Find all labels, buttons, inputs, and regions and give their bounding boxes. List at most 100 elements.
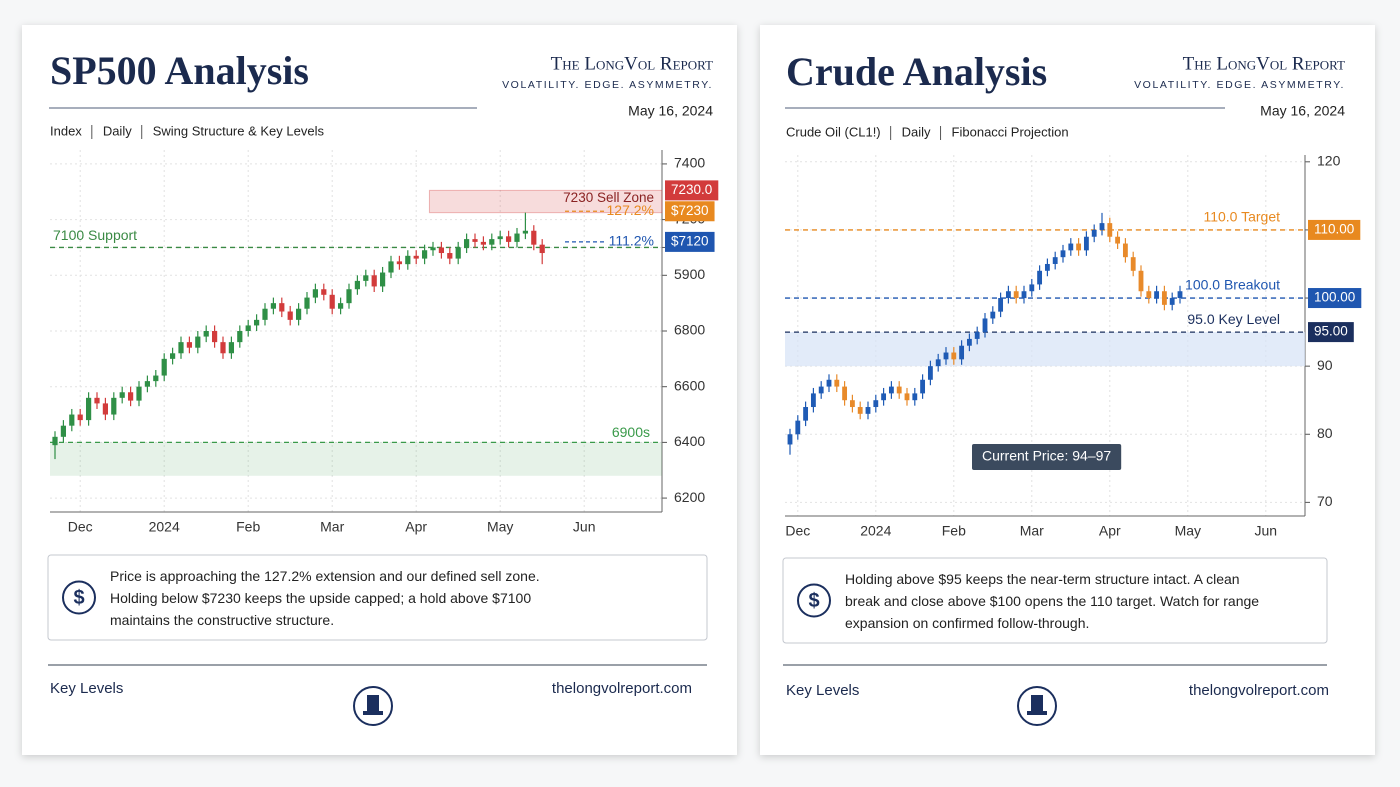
candle-body (1130, 257, 1136, 271)
note-box (782, 557, 1328, 644)
subtitle-part: Crude Oil (CL1!) (786, 124, 881, 139)
candle-body (849, 400, 855, 408)
candle-body (1154, 291, 1160, 299)
candle-body (405, 255, 411, 265)
candle-body (480, 241, 487, 245)
candle-body (1005, 291, 1011, 299)
candle-body (262, 308, 268, 320)
support-zone-label: 6900s (612, 424, 650, 440)
candle-body (119, 392, 125, 398)
candle-body (514, 233, 520, 242)
candle-body (998, 298, 1004, 312)
current-price-box (972, 444, 1122, 470)
price-tag-label: 100.00 (1314, 290, 1355, 305)
candle-body (1099, 223, 1105, 230)
note-icon-glyph: $ (73, 587, 84, 609)
fib-label: 111.2% (609, 233, 654, 249)
title: Crude Analysis (786, 49, 1047, 94)
x-tick-label: Apr (405, 519, 427, 535)
candle-body (304, 297, 310, 309)
price-tag-label: 110.00 (1314, 221, 1354, 236)
candle-body (463, 239, 470, 248)
candle-body (857, 407, 863, 414)
candle-body (245, 325, 251, 331)
candle-body (186, 342, 193, 348)
candle-body (826, 379, 832, 387)
price-tag (1308, 322, 1354, 343)
candle-body (111, 397, 117, 415)
candle-body (943, 352, 949, 360)
x-tick-label: May (487, 519, 513, 535)
candle-body (472, 239, 478, 242)
candle-body (888, 386, 894, 394)
sell-zone (428, 189, 663, 214)
candle-body (904, 393, 910, 401)
candle-body (787, 434, 793, 445)
candle-body (413, 255, 419, 259)
candle-body (195, 336, 201, 348)
price-tag-label: $7230 (671, 203, 709, 218)
candle-body (60, 425, 67, 437)
candle-body (927, 366, 933, 380)
support-zone (50, 442, 662, 476)
tagline: VOLATILITY. EDGE. ASYMMETRY. (1134, 79, 1345, 91)
candle-body (1076, 243, 1082, 251)
candle-body (803, 407, 809, 421)
candle-body (865, 407, 871, 414)
y-tick-label: 6600 (674, 377, 705, 393)
note-icon-glyph: $ (808, 590, 819, 612)
y-tick-label: 80 (1317, 425, 1333, 441)
candle-body (69, 414, 75, 426)
candle-body (1013, 291, 1019, 299)
y-tick-label: 120 (1317, 153, 1341, 169)
price-tag (665, 180, 719, 201)
candle-body (873, 400, 879, 408)
footer-right: thelongvolreport.com (1189, 682, 1329, 699)
candle-body (818, 386, 824, 394)
candle-body (959, 345, 965, 360)
brand: The LongVol Report (1183, 53, 1345, 74)
y-tick-label: 6800 (674, 322, 705, 338)
candle-body (920, 379, 926, 394)
candle-body (153, 375, 159, 382)
candle-body (966, 338, 972, 346)
title: SP500 Analysis (50, 48, 309, 93)
candle-body (371, 275, 377, 287)
level-label: 100.0 Breakout (1185, 277, 1280, 293)
candle-body (379, 272, 386, 287)
price-tag (1308, 288, 1362, 309)
candle-body (1044, 263, 1050, 271)
candle-body (270, 303, 277, 309)
fib-label: 127.2% (607, 202, 654, 218)
level-label: 110.0 Target (1203, 209, 1280, 225)
candle-body (1029, 284, 1035, 292)
candle-body (810, 393, 816, 408)
support-label: 7100 Support (53, 227, 137, 243)
date: May 16, 2024 (1260, 103, 1345, 119)
candle-body (1052, 257, 1058, 264)
x-tick-label: Feb (236, 519, 260, 535)
candle-body (279, 303, 285, 312)
candle-body (505, 236, 512, 242)
candle-body (144, 381, 151, 387)
candle-body (295, 308, 302, 320)
y-tick-label: 90 (1317, 357, 1333, 373)
candle-body (881, 393, 887, 401)
candle-body (136, 386, 142, 401)
note-icon (62, 580, 96, 615)
candle-body (178, 342, 184, 354)
candle-body (253, 319, 260, 326)
candle-body (1068, 243, 1074, 251)
footer-right: thelongvolreport.com (552, 680, 692, 697)
note-text: Holding above $95 keeps the near-term st… (845, 571, 1260, 631)
candle-body (1091, 229, 1097, 237)
subtitle-part: Fibonacci Projection (952, 124, 1069, 139)
candle-body (982, 318, 988, 333)
candle-body (321, 289, 327, 295)
candle-body (522, 230, 529, 234)
y-tick-label: 6400 (674, 433, 705, 449)
candle-body (1037, 270, 1043, 285)
candle-body (1169, 298, 1175, 305)
subtitle-part: Daily (103, 123, 132, 138)
